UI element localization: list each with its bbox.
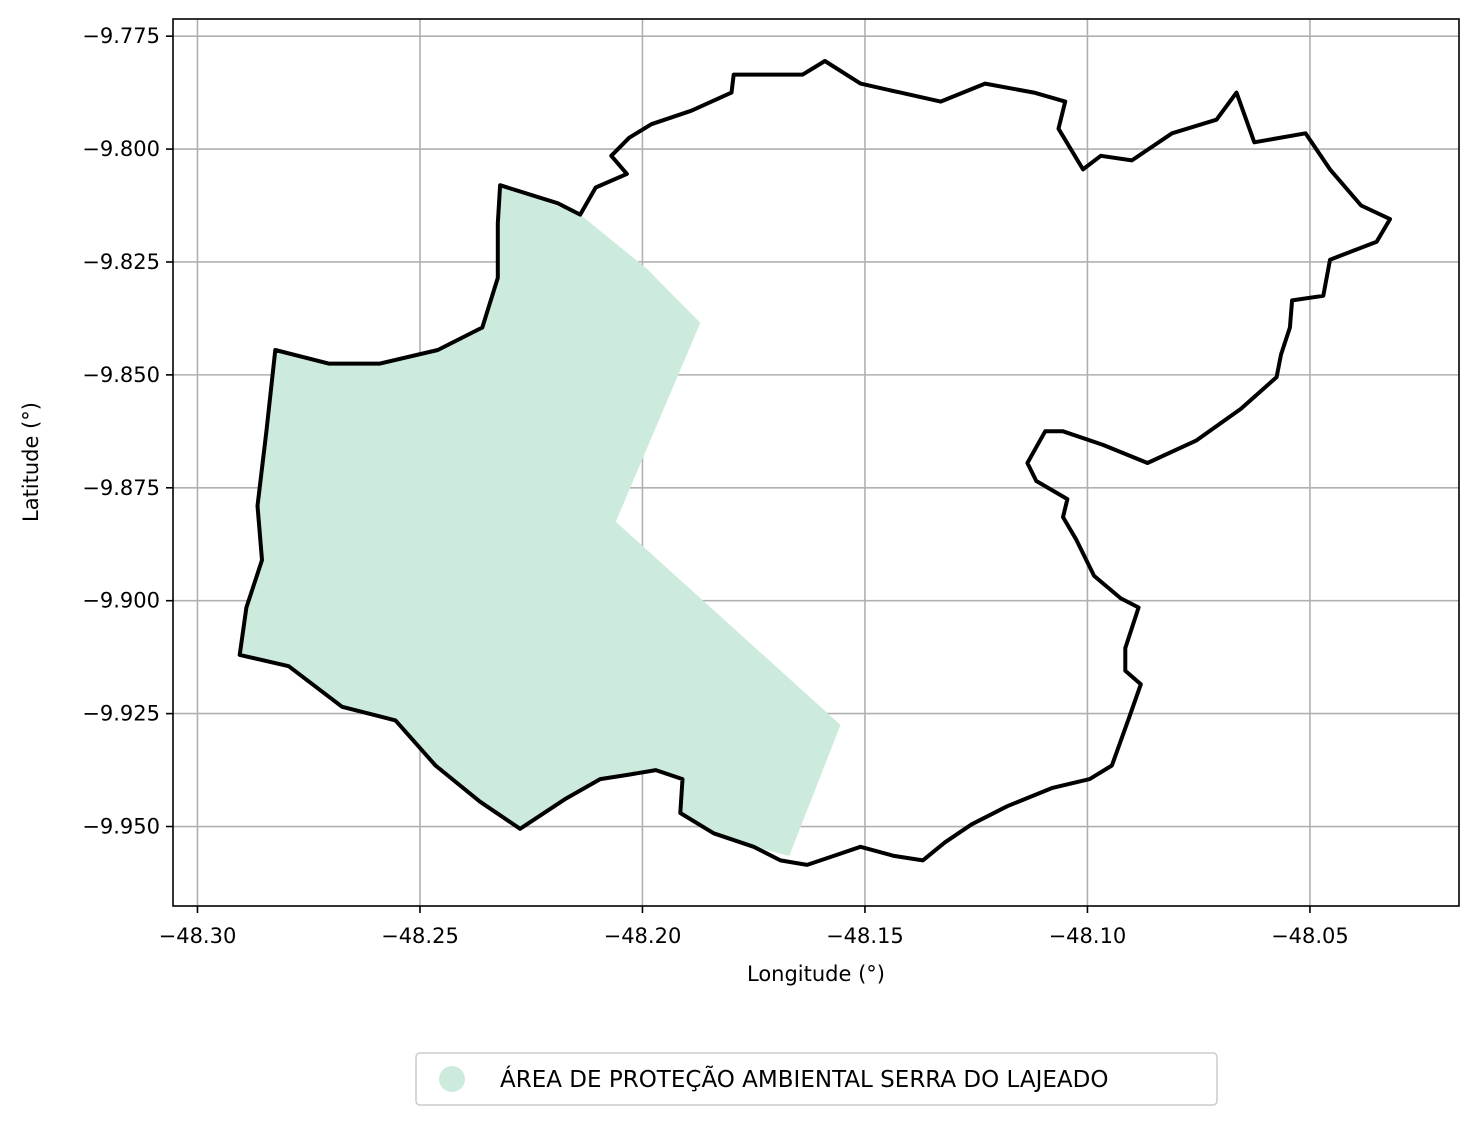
y-tick-label: −9.800	[82, 137, 160, 161]
y-tick-label: −9.850	[82, 363, 160, 387]
legend-marker	[439, 1066, 465, 1092]
y-tick-label: −9.925	[82, 702, 160, 726]
x-tick-label: −48.10	[1049, 924, 1127, 948]
legend: ÁREA DE PROTEÇÃO AMBIENTAL SERRA DO LAJE…	[415, 1052, 1218, 1106]
protected-area-polygon	[237, 185, 841, 856]
x-tick-label: −48.30	[159, 924, 237, 948]
y-axis-ticks: −9.775 −9.800 −9.825 −9.850 −9.875 −9.900 −9.9…	[82, 24, 173, 839]
plot-frame	[172, 18, 1460, 907]
legend-label: ÁREA DE PROTEÇÃO AMBIENTAL SERRA DO LAJE…	[500, 1065, 1108, 1093]
y-tick-label: −9.900	[82, 589, 160, 613]
x-tick-label: −48.15	[826, 924, 904, 948]
y-tick-label: −9.775	[82, 24, 160, 48]
y-axis-label: Latitude (°)	[19, 402, 43, 522]
legend-frame	[415, 1052, 1218, 1106]
x-tick-label: −48.25	[381, 924, 459, 948]
y-tick-label: −9.950	[82, 815, 160, 839]
x-axis-label: Longitude (°)	[747, 962, 885, 986]
y-tick-label: −9.825	[82, 250, 160, 274]
plot-area	[172, 18, 1460, 907]
x-axis-ticks: −48.30 −48.25 −48.20 −48.15 −48.10 −48.05	[159, 906, 1349, 948]
x-tick-label: −48.05	[1271, 924, 1349, 948]
y-tick-label: −9.875	[82, 476, 160, 500]
x-tick-label: −48.20	[604, 924, 682, 948]
municipality-boundary	[237, 59, 1392, 867]
